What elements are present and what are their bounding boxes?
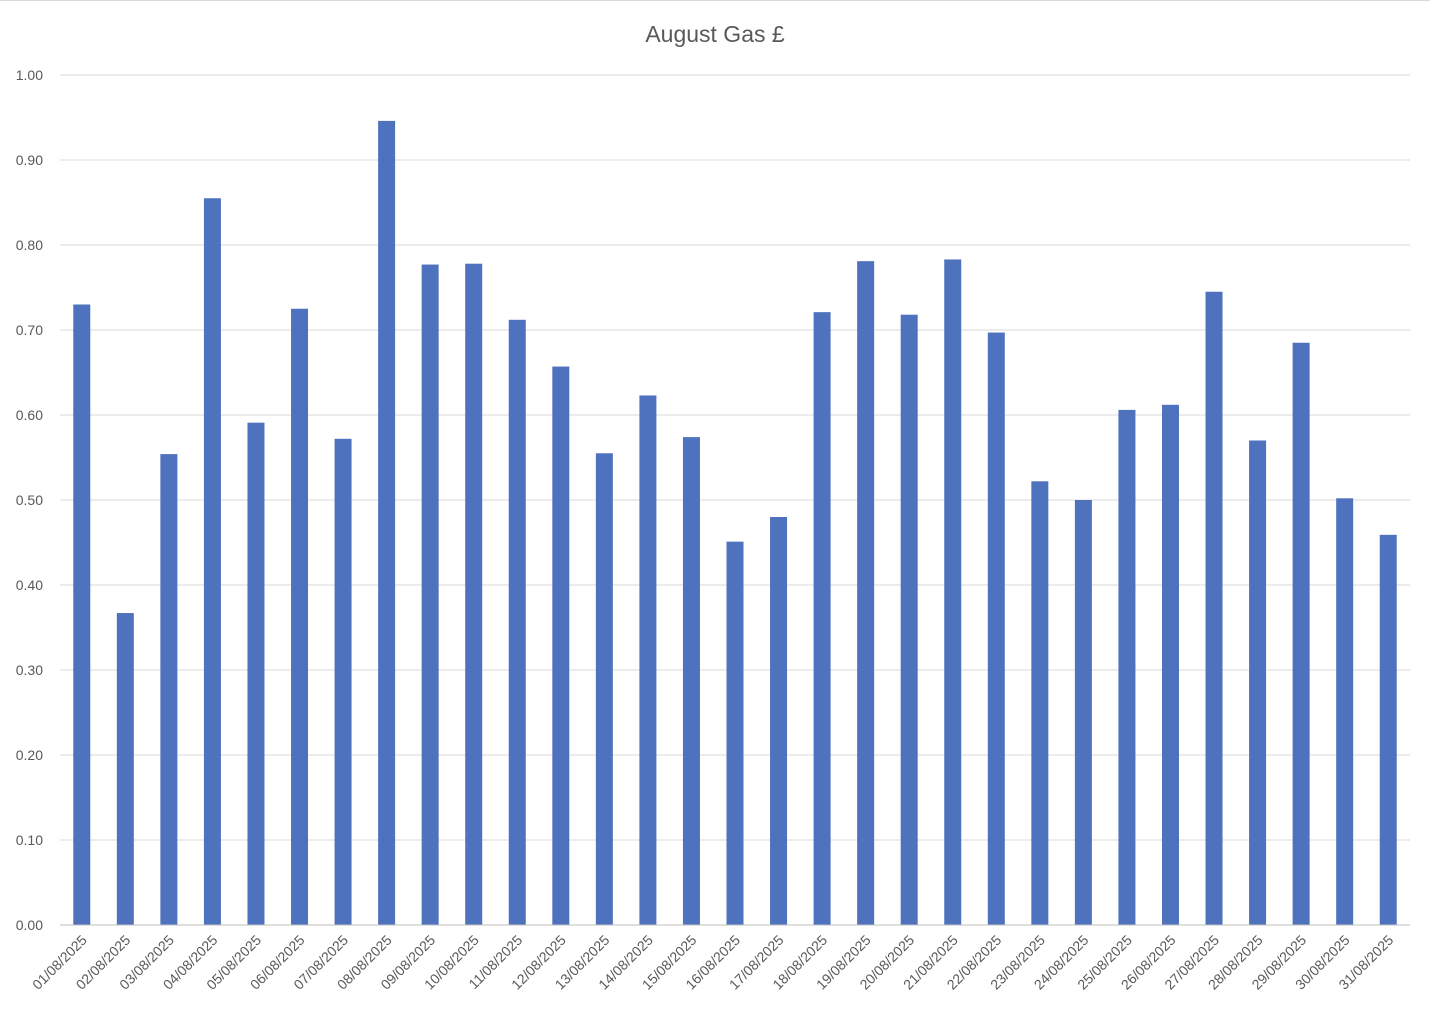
bar [465,263,483,925]
bar [160,454,178,925]
bar [334,438,352,925]
bar [378,120,396,925]
bar [116,613,134,925]
bar [1379,534,1397,925]
gridlines [60,74,1410,841]
x-axis-ticks: 01/08/202502/08/202503/08/202504/08/2025… [29,932,1396,993]
y-tick-label: 0.00 [16,917,43,933]
y-axis-ticks: 0.00 0.10 0.20 0.30 0.40 0.50 0.60 0.70 0.80 0.90… [16,67,43,933]
y-tick-label: 0.70 [16,322,43,338]
bar [508,319,526,925]
bar [1074,500,1092,925]
y-tick-label: 0.20 [16,747,43,763]
y-tick-label: 0.50 [16,492,43,508]
bar [639,395,657,925]
bar [291,308,309,925]
y-tick-label: 0.30 [16,662,43,678]
bar [900,314,918,925]
bar [1336,498,1354,925]
bar [552,366,570,925]
bar [247,422,265,925]
bar [421,264,439,925]
bars [73,120,1397,925]
y-tick-label: 0.80 [16,237,43,253]
y-tick-label: 0.40 [16,577,43,593]
bar [944,259,962,925]
bar [1205,291,1223,925]
bar [857,261,875,925]
bar [1161,404,1179,925]
bar [1292,342,1310,925]
bar [1031,481,1049,925]
y-tick-label: 0.60 [16,407,43,423]
bar [73,304,91,925]
chart-title: August Gas £ [645,21,785,47]
bar [203,198,221,925]
y-tick-label: 0.90 [16,152,43,168]
bar [682,437,700,925]
y-tick-label: 0.10 [16,832,43,848]
bar [726,541,744,925]
bar [595,453,613,925]
y-tick-label: 1.00 [16,67,43,83]
bar [1249,440,1267,925]
bar [1118,409,1136,925]
bar [770,517,788,925]
bar [987,332,1005,925]
bar [813,312,831,925]
